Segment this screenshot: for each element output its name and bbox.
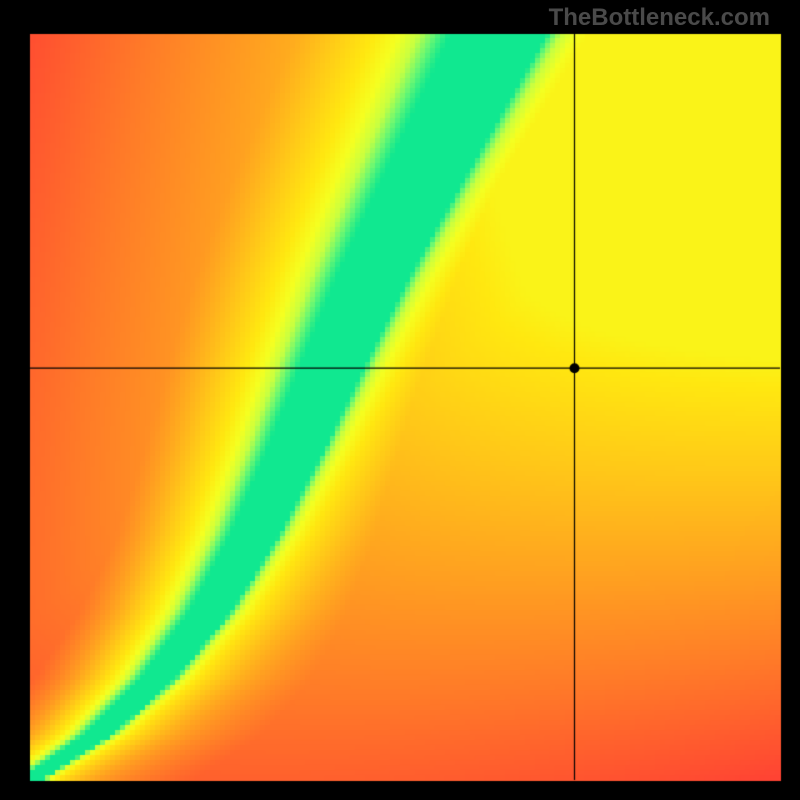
heatmap-canvas [0, 0, 800, 800]
chart-container: TheBottleneck.com [0, 0, 800, 800]
watermark-text: TheBottleneck.com [549, 4, 770, 32]
